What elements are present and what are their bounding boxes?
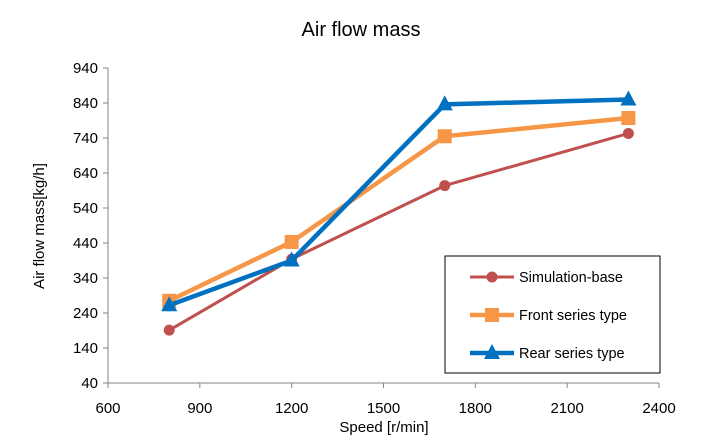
x-tick-label: 900: [187, 400, 212, 417]
y-tick-label: 840: [73, 95, 98, 112]
data-point: [439, 180, 451, 192]
series-rear-series-type: [161, 90, 637, 312]
y-tick-label: 440: [73, 235, 98, 252]
series-line: [168, 97, 629, 308]
y-tick-label: 540: [73, 200, 98, 217]
series-layer: [161, 90, 637, 336]
axes: 40 140 240 340 440 540 640 740 840 940 600 900 1200 1…: [73, 60, 676, 417]
x-tick-label: 1200: [275, 400, 308, 417]
data-point: [161, 296, 178, 312]
legend-marker: [484, 344, 500, 359]
legend-marker: [486, 271, 498, 283]
y-axis-label: Air flow mass[kg/h]: [31, 163, 48, 289]
x-axis-label: Speed [r/min]: [339, 419, 428, 436]
data-point: [620, 90, 637, 106]
data-point: [436, 95, 453, 111]
chart-title: Air flow mass: [302, 19, 421, 41]
y-tick-label: 340: [73, 270, 98, 287]
x-tick-label: 2100: [550, 400, 583, 417]
data-point: [283, 251, 300, 267]
x-tick-label: 1800: [459, 400, 492, 417]
data-point: [622, 127, 634, 139]
data-point: [284, 234, 299, 249]
series-simulation-base: [163, 127, 634, 336]
y-tick-label: 140: [73, 340, 98, 357]
legend: Simulation-base Front series type Rear ser…: [444, 255, 661, 374]
legend-label: Front series type: [519, 308, 627, 324]
x-tick-label: 600: [95, 400, 120, 417]
y-tick-label: 640: [73, 165, 98, 182]
y-tick-label: 940: [73, 60, 98, 77]
x-tick-label: 1500: [367, 400, 400, 417]
series-line: [168, 115, 629, 303]
y-tick-label: 40: [81, 375, 98, 392]
x-tick-label: 2400: [642, 400, 675, 417]
series-line: [168, 132, 629, 332]
data-point: [621, 111, 636, 126]
legend-marker: [485, 308, 499, 322]
legend-label: Simulation-base: [519, 270, 623, 286]
data-point: [163, 324, 175, 336]
y-tick-label: 240: [73, 305, 98, 322]
legend-label: Rear series type: [519, 346, 625, 362]
y-tick-label: 740: [73, 130, 98, 147]
data-point: [437, 129, 452, 144]
